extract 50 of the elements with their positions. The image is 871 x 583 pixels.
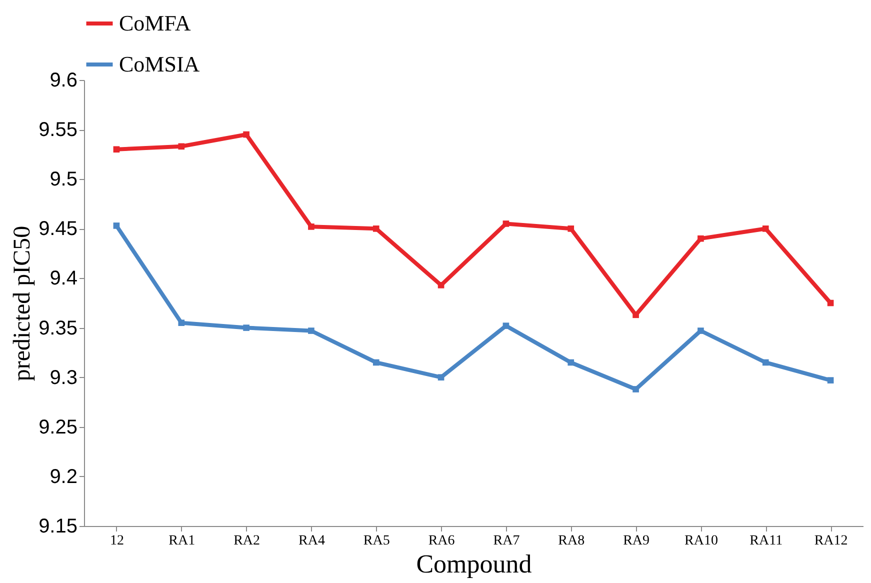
point — [827, 377, 834, 384]
legend-label: CoMSIA — [119, 52, 200, 76]
point — [113, 222, 120, 229]
y-tick-label: 9.25 — [38, 416, 78, 438]
x-tick-label: RA2 — [234, 534, 260, 548]
x-tick-label: RA9 — [623, 534, 650, 548]
legend-label: CoMFA — [119, 10, 191, 36]
x-tick-label: RA7 — [493, 534, 520, 548]
x-tick-label: RA8 — [558, 534, 585, 548]
point — [308, 328, 314, 334]
y-tick-label: 9.5 — [50, 168, 78, 191]
x-tick-label: RA1 — [168, 534, 196, 548]
point — [243, 324, 250, 331]
x-tick-label: RA12 — [814, 534, 848, 548]
point — [502, 322, 510, 329]
y-tick-label: 9.4 — [50, 268, 78, 290]
point — [372, 359, 380, 366]
point — [632, 312, 639, 318]
point — [372, 226, 380, 232]
point — [243, 131, 250, 138]
point — [762, 226, 769, 232]
point — [698, 328, 704, 334]
y-axis-title: predicted pIC50 — [10, 226, 36, 382]
point — [178, 143, 185, 150]
y-tick-label: 9.6 — [50, 70, 78, 92]
y-tick-label: 9.3 — [50, 366, 78, 389]
point — [827, 300, 834, 306]
point — [568, 226, 574, 232]
point — [113, 146, 120, 153]
x-tick-label: RA6 — [428, 534, 455, 548]
x-tick-label: RA5 — [363, 534, 390, 548]
x-tick-label: RA4 — [298, 534, 325, 548]
y-tick-label: 9.15 — [38, 516, 78, 538]
x-tick-label: 12 — [110, 534, 124, 548]
y-tick-label: 9.35 — [38, 317, 78, 340]
y-tick-label: 9.2 — [50, 466, 78, 488]
point — [632, 386, 639, 392]
point — [502, 220, 510, 227]
point — [698, 235, 704, 242]
x-tick-label: RA10 — [684, 534, 718, 548]
point — [568, 359, 574, 366]
point — [308, 224, 314, 230]
point — [762, 359, 769, 366]
y-tick-label: 9.45 — [38, 218, 78, 240]
y-tick-label: 9.55 — [38, 119, 78, 142]
point — [438, 282, 444, 288]
x-tick-label: RA11 — [750, 534, 783, 548]
point — [438, 374, 444, 380]
point — [178, 320, 185, 326]
x-axis-title: Compound — [416, 550, 532, 578]
